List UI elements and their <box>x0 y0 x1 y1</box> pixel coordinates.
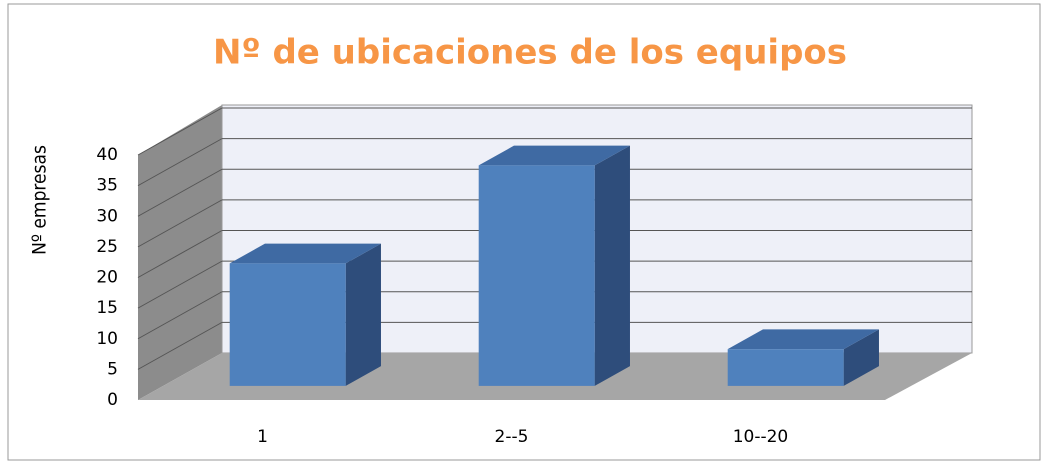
x-tick-label: 10--20 <box>733 427 789 447</box>
y-tick-label: 25 <box>96 237 118 257</box>
bar-side <box>843 329 879 386</box>
y-tick-label: 30 <box>96 206 118 226</box>
chart-title: Nº de ubicaciones de los equipos <box>213 33 847 73</box>
y-tick-label: 5 <box>107 359 118 379</box>
y-tick-label: 35 <box>96 176 118 196</box>
x-tick-label: 2--5 <box>495 427 529 447</box>
side-wall <box>138 105 222 400</box>
grid-line <box>137 199 223 248</box>
grid-line <box>137 138 223 187</box>
grid-line <box>137 107 223 156</box>
grid-line <box>137 168 223 217</box>
grid-line <box>137 260 223 309</box>
bar <box>229 263 346 386</box>
bar-top <box>229 243 381 264</box>
bar-top <box>727 329 879 350</box>
y-tick-label: 0 <box>107 390 118 410</box>
bar-side <box>345 243 381 386</box>
y-tick-label: 15 <box>96 298 118 318</box>
bar <box>478 165 595 386</box>
bar-top <box>478 145 630 166</box>
y-tick-label: 10 <box>96 329 118 349</box>
y-tick-label: 40 <box>96 145 118 165</box>
x-tick-label: 1 <box>257 427 268 447</box>
y-tick-label: 20 <box>96 268 118 288</box>
grid-line <box>137 291 223 340</box>
grid-line <box>137 230 223 278</box>
grid-line <box>137 321 223 370</box>
y-axis-label: Nº empresas <box>29 145 51 255</box>
bar <box>727 349 844 386</box>
bar-side <box>594 145 630 386</box>
